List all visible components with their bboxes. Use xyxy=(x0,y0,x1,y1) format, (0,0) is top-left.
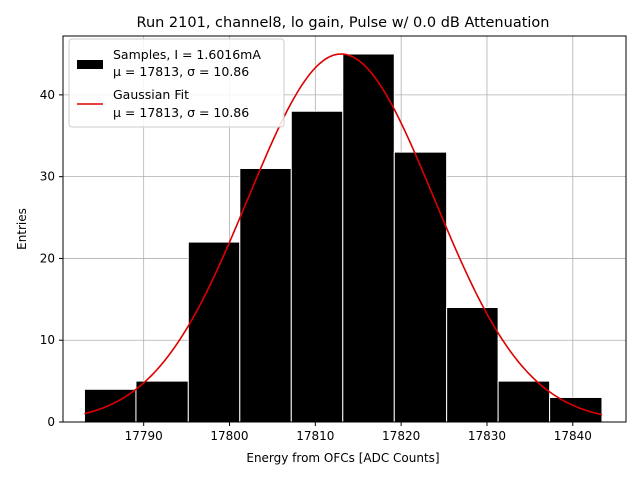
histogram-bar xyxy=(290,110,344,423)
histogram-bar xyxy=(187,241,241,423)
x-tick-label: 17820 xyxy=(382,429,420,443)
y-tick-label: 10 xyxy=(40,333,55,347)
legend: Samples, I = 1.6016mA μ = 17813, σ = 10.… xyxy=(68,38,285,128)
legend-fit-stats: μ = 17813, σ = 10.86 xyxy=(113,105,249,120)
y-tick-label: 40 xyxy=(40,88,55,102)
x-tick-label: 17800 xyxy=(210,429,248,443)
x-tick-label: 17790 xyxy=(125,429,163,443)
histogram-bar xyxy=(393,151,448,423)
y-tick-label: 30 xyxy=(40,170,55,184)
gaussian-fit-curve xyxy=(84,53,603,416)
y-axis-label: Entries xyxy=(15,208,29,250)
legend-frame xyxy=(68,38,285,128)
histogram-bar xyxy=(497,380,551,423)
histogram-bar xyxy=(446,307,499,423)
y-axis-ticks: 0 10 20 30 40 xyxy=(40,88,63,429)
legend-samples-stats: μ = 17813, σ = 10.86 xyxy=(113,64,249,79)
x-tick-label: 17830 xyxy=(468,429,506,443)
x-axis-ticks: 17790 17800 17810 17820 17830 17840 xyxy=(125,422,592,443)
chart-title: Run 2101, channel8, lo gain, Pulse w/ 0.… xyxy=(137,15,550,31)
histogram-bar xyxy=(239,167,292,423)
x-axis-label: Energy from OFCs [ADC Counts] xyxy=(246,451,439,465)
histogram-bar xyxy=(549,396,603,423)
histogram-bar xyxy=(342,53,395,423)
legend-fit-label: Gaussian Fit xyxy=(113,87,189,102)
legend-samples-label: Samples, I = 1.6016mA xyxy=(113,47,261,62)
x-tick-label: 17840 xyxy=(554,429,592,443)
y-tick-label: 0 xyxy=(47,415,55,429)
y-tick-label: 20 xyxy=(40,251,55,265)
plot-frame xyxy=(62,35,627,423)
histogram-bar xyxy=(135,380,189,423)
x-tick-label: 17810 xyxy=(296,429,334,443)
legend-samples-swatch xyxy=(77,60,103,69)
